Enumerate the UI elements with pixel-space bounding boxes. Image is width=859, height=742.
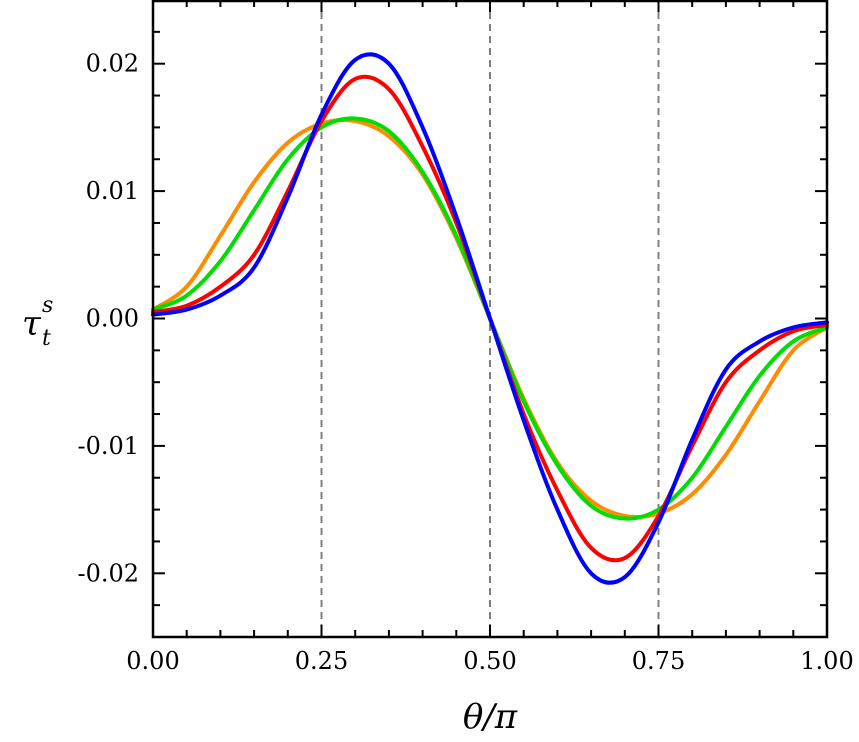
x-tick-label: 0.00 [126, 647, 179, 675]
x-tick-label: 0.25 [295, 647, 348, 675]
y-axis-title: τ t s [22, 293, 53, 351]
y-tick-label: 0.02 [86, 50, 139, 78]
x-tick-label: 0.50 [463, 647, 516, 675]
y-axis-title-superscript: s [42, 293, 53, 318]
x-axis-title: θ/π [463, 697, 518, 737]
x-tick-label: 0.75 [632, 647, 685, 675]
y-axis-title-main: τ [22, 304, 42, 344]
series-line-4 [151, 52, 829, 585]
series-lines [151, 52, 829, 585]
y-tick-label: -0.01 [77, 432, 139, 460]
y-tick-label: -0.02 [77, 559, 139, 587]
axis-tick-labels: 0.00 0.25 0.50 0.75 1.00 -0.02 -0.01 0.00 0.01 0.… [77, 50, 853, 675]
y-tick-label: 0.00 [86, 305, 139, 333]
y-axis-title-subscript: t [42, 326, 51, 351]
axis-ticks [152, 0, 828, 638]
y-tick-label: 0.01 [86, 177, 139, 205]
x-tick-label: 1.00 [800, 647, 853, 675]
